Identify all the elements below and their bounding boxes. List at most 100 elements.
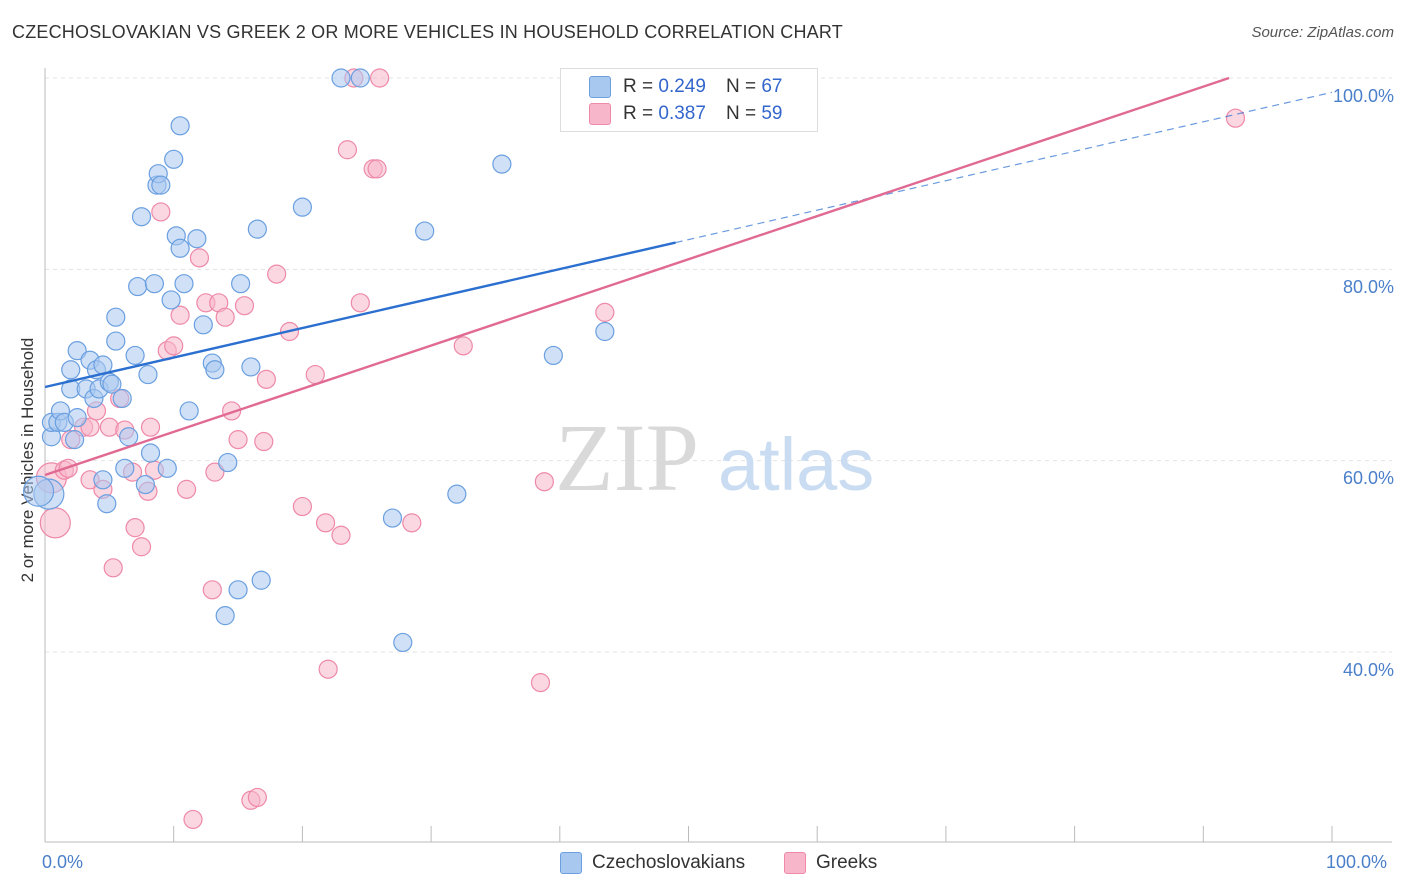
- czech-trend-line: [44, 241, 676, 389]
- greek-point-33: [228, 430, 248, 450]
- greek-point-51: [370, 68, 390, 88]
- greek-point-22: [164, 336, 184, 356]
- legend-label-greek: Greeks: [816, 852, 878, 873]
- n-value-greek: 59: [761, 103, 783, 124]
- czech-point-32: [144, 274, 164, 294]
- greek-point-28: [202, 580, 222, 600]
- czech-point-57: [350, 68, 370, 88]
- czech-point-6: [61, 360, 81, 380]
- czech-point-42: [174, 274, 194, 294]
- greek-point-43: [315, 513, 336, 533]
- greek-point-41: [292, 496, 312, 517]
- czech-point-48: [215, 606, 235, 626]
- czech-point-56: [331, 68, 351, 88]
- y-tick-60: 60.0%: [1342, 468, 1394, 488]
- czech-point-29: [135, 474, 155, 495]
- r-label: R =: [623, 103, 654, 124]
- greek-point-20: [151, 202, 171, 222]
- czech-points: [22, 68, 705, 653]
- greek-point-11: [103, 558, 123, 578]
- czech-point-22: [106, 307, 126, 327]
- czech-point-44: [187, 229, 207, 249]
- greek-point-1: [39, 507, 71, 539]
- y-tick-100: 100.0%: [1332, 86, 1394, 106]
- x-tick-0: 0.0%: [42, 852, 84, 872]
- czech-point-25: [119, 427, 139, 447]
- czech-point-40: [170, 238, 190, 258]
- czech-point-53: [247, 219, 267, 239]
- legend-item-greek: Greeks: [784, 852, 877, 874]
- czech-point-38: [164, 149, 184, 169]
- czech-point-30: [138, 364, 158, 385]
- czech-point-23: [112, 388, 132, 409]
- greek-point-29: [205, 462, 225, 482]
- greek-trend-line: [44, 76, 1230, 477]
- greek-point-54: [530, 673, 551, 693]
- greek-point-53: [453, 336, 473, 356]
- greek-legend-swatch: [784, 852, 806, 874]
- czech-point-59: [393, 632, 413, 653]
- greek-point-37: [254, 431, 274, 452]
- greek-point-36: [247, 787, 267, 808]
- czech-point-21: [106, 331, 126, 351]
- greek-point-48: [350, 293, 370, 313]
- greek-point-46: [337, 140, 358, 160]
- czech-point-47: [205, 360, 225, 380]
- greek-point-52: [402, 513, 422, 533]
- czech-point-61: [447, 484, 467, 504]
- czech-point-45: [193, 315, 213, 335]
- czech-point-50: [228, 580, 248, 600]
- czech-point-9: [67, 341, 87, 361]
- czech-point-35: [151, 175, 171, 195]
- czech-point-41: [170, 116, 190, 136]
- czech-swatch: [589, 76, 611, 98]
- stats-row-czech: R = 0.249 N = 67: [589, 76, 782, 98]
- greek-point-6: [80, 417, 100, 437]
- czech-point-64: [595, 321, 615, 342]
- n-label: N =: [725, 103, 757, 124]
- czech-point-27: [128, 276, 148, 297]
- czech-point-31: [140, 443, 161, 463]
- czech-point-36: [157, 458, 177, 478]
- greek-point-32: [222, 401, 242, 421]
- n-value-czech: 67: [761, 76, 783, 97]
- greek-point-45: [331, 525, 351, 545]
- axes: [44, 68, 1392, 843]
- chart-title: CZECHOSLOVAKIAN VS GREEK 2 OR MORE VEHIC…: [12, 22, 843, 42]
- greek-point-38: [256, 369, 276, 389]
- greek-point-56: [595, 302, 615, 322]
- stats-row-greek: R = 0.387 N = 59: [589, 103, 782, 125]
- czech-point-66: [22, 475, 55, 507]
- greek-point-23: [170, 305, 190, 325]
- r-label: R =: [623, 76, 654, 97]
- source-label: Source: ZipAtlas.com: [1251, 24, 1394, 41]
- trend-lines: [44, 76, 1333, 477]
- czech-point-24: [115, 458, 135, 478]
- czech-point-26: [125, 345, 145, 366]
- czech-point-54: [251, 570, 271, 590]
- greek-point-18: [140, 417, 161, 437]
- greek-points: [35, 68, 1246, 830]
- czech-trend-extension: [675, 91, 1333, 244]
- czech-legend-swatch: [560, 852, 582, 874]
- greek-point-44: [318, 659, 338, 679]
- watermark-zip: ZIP: [555, 404, 699, 511]
- greek-point-25: [183, 809, 203, 830]
- stats-legend: R = 0.249 N = 67 R = 0.387 N = 59: [560, 68, 818, 132]
- y-tick-80: 80.0%: [1342, 277, 1394, 297]
- greek-swatch: [589, 103, 611, 125]
- x-tick-100: 100.0%: [1326, 852, 1388, 872]
- czech-point-55: [292, 197, 312, 217]
- n-label: N =: [725, 76, 757, 97]
- r-value-greek: 0.387: [658, 103, 706, 124]
- greek-point-39: [267, 264, 287, 284]
- czech-point-58: [382, 508, 403, 528]
- czech-point-17: [93, 470, 113, 490]
- greek-point-16: [131, 537, 152, 557]
- czech-point-63: [543, 345, 563, 366]
- czech-point-49: [218, 452, 238, 473]
- czech-point-10: [67, 408, 87, 428]
- greek-point-34: [234, 296, 255, 316]
- czech-point-62: [492, 154, 512, 174]
